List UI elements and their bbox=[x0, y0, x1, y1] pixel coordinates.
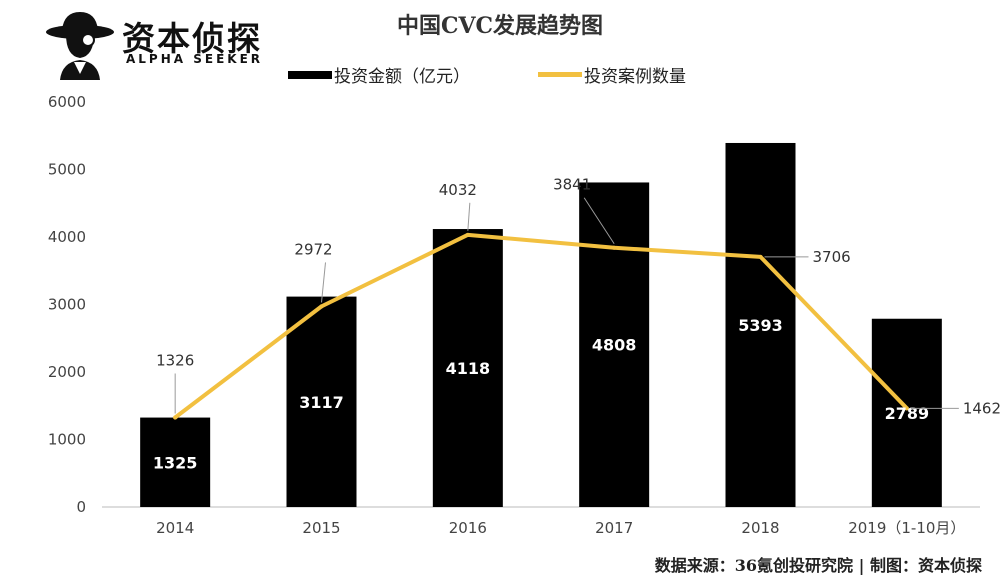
bar-value-label: 1325 bbox=[153, 453, 198, 472]
bar-value-label: 4808 bbox=[592, 336, 637, 355]
x-tick-label: 2015 bbox=[302, 519, 340, 537]
legend-swatch-bar bbox=[288, 71, 332, 79]
line-value-label: 1326 bbox=[156, 351, 194, 369]
logo-subtitle: ALPHA SEEKER bbox=[126, 52, 264, 66]
y-tick-label: 0 bbox=[76, 498, 86, 516]
detective-icon bbox=[46, 12, 114, 80]
bar bbox=[579, 182, 650, 507]
leader-line bbox=[321, 262, 326, 303]
line-value-label: 3841 bbox=[553, 176, 591, 194]
logo: 资本侦探 ALPHA SEEKER bbox=[44, 8, 284, 80]
line-point bbox=[465, 232, 470, 237]
legend-swatch-line bbox=[538, 72, 582, 77]
line-point bbox=[319, 304, 324, 309]
bar bbox=[871, 318, 942, 507]
y-tick-label: 6000 bbox=[48, 93, 86, 111]
leader-line bbox=[467, 202, 471, 231]
bar bbox=[432, 229, 503, 507]
bar-value-label: 2789 bbox=[885, 404, 930, 423]
y-tick-label: 2000 bbox=[48, 363, 86, 381]
line-value-label: 2972 bbox=[294, 240, 332, 258]
y-tick-label: 1000 bbox=[48, 431, 86, 449]
bar bbox=[725, 142, 796, 507]
leader-line bbox=[583, 197, 615, 245]
series-line-count bbox=[173, 232, 909, 420]
line-value-label: 4032 bbox=[439, 181, 477, 199]
y-tick-label: 4000 bbox=[48, 228, 86, 246]
bar bbox=[140, 417, 211, 507]
line-point bbox=[904, 406, 909, 411]
bar-value-label: 5393 bbox=[738, 316, 783, 335]
line-value-label: 3706 bbox=[813, 248, 851, 266]
legend-label-amount: 投资金额（亿元） bbox=[334, 67, 470, 87]
legend-label-count: 投资案例数量 bbox=[584, 67, 686, 87]
bar-value-label: 3117 bbox=[299, 393, 344, 412]
y-tick-label: 3000 bbox=[48, 296, 86, 314]
x-tick-label: 2017 bbox=[595, 519, 633, 537]
x-tick-label: 2019（1-10月） bbox=[848, 519, 965, 537]
bar bbox=[286, 296, 357, 507]
logo-name: 资本侦探 bbox=[122, 19, 262, 58]
bar-value-label: 4118 bbox=[446, 359, 491, 378]
line-point bbox=[173, 415, 178, 420]
x-tick-label: 2016 bbox=[449, 519, 487, 537]
line-point bbox=[612, 245, 617, 250]
y-tick-label: 5000 bbox=[48, 161, 86, 179]
x-tick-label: 2014 bbox=[156, 519, 194, 537]
source-note: 数据来源：36氪创投研究院 | 制图：资本侦探 bbox=[654, 556, 982, 575]
chart-title: 中国CVC发展趋势图 bbox=[396, 13, 604, 39]
line-point bbox=[758, 254, 763, 259]
line-value-label: 1462 bbox=[963, 399, 1001, 417]
x-tick-label: 2018 bbox=[741, 519, 779, 537]
